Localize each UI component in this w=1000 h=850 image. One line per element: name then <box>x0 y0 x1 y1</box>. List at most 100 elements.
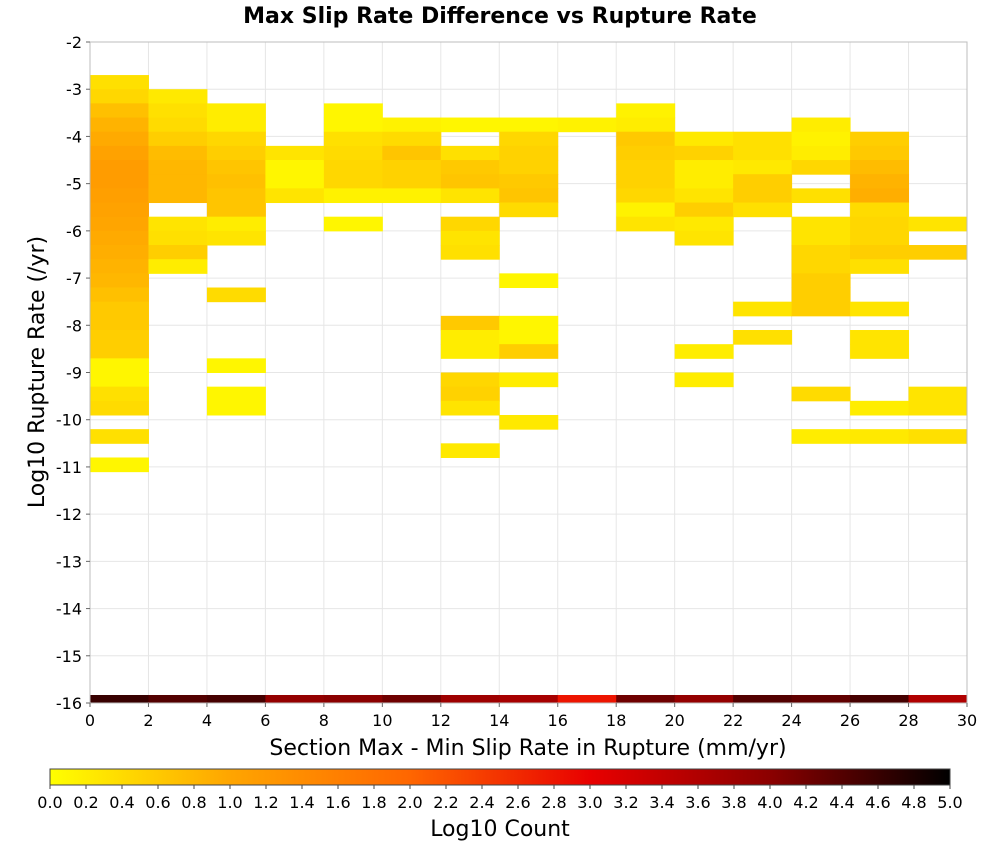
heatmap-cell <box>616 188 676 204</box>
heatmap-cell <box>148 117 208 133</box>
y-axis-label: Log10 Rupture Rate (/yr) <box>25 236 50 508</box>
colorbar-tick-label: 3.8 <box>721 793 746 812</box>
heatmap-cell <box>323 216 383 232</box>
heatmap-cell <box>148 174 208 189</box>
x-tick-label: 0 <box>85 711 95 730</box>
heatmap-cell <box>850 202 910 218</box>
heatmap-cell <box>908 245 968 260</box>
colorbar-tick-label: 0.6 <box>145 793 170 812</box>
heatmap-cell <box>206 160 266 175</box>
heatmap-cell <box>440 188 500 204</box>
heatmap-cell <box>850 245 910 260</box>
colorbar-tick-label: 4.8 <box>901 793 926 812</box>
heatmap-cell <box>148 131 208 147</box>
colorbar-tick-label: 3.2 <box>613 793 638 812</box>
heatmap-cell <box>791 216 851 232</box>
colorbar <box>49 768 951 786</box>
y-tick-label: -7 <box>66 269 82 288</box>
y-tick-label: -14 <box>56 600 82 619</box>
x-axis-ticks: 0 2 4 6 8 10 12 14 16 18 20 22 24 26 28 30 <box>85 703 977 730</box>
heatmap-cell <box>850 145 910 161</box>
heatmap-cell <box>206 400 266 416</box>
colorbar-tick-label: 1.2 <box>253 793 278 812</box>
heatmap-cell <box>440 160 500 175</box>
heatmap-cell <box>323 131 383 147</box>
heatmap-cell <box>674 344 734 359</box>
colorbar-tick-label: 3.0 <box>577 793 602 812</box>
bottom-row-cell <box>323 695 383 703</box>
heatmap-cell <box>90 216 149 232</box>
bottom-row-cell <box>616 695 676 703</box>
chart-title: Max Slip Rate Difference vs Rupture Rate <box>243 4 757 29</box>
heatmap-cell <box>206 216 266 232</box>
heatmap-cell <box>733 145 793 161</box>
heatmap-cell <box>440 117 500 133</box>
heatmap-cell <box>440 315 500 331</box>
colorbar-tick-label: 0.2 <box>73 793 98 812</box>
colorbar-tick-label: 0.0 <box>37 793 62 812</box>
heatmap-cell <box>90 174 149 189</box>
heatmap-cell <box>206 230 266 246</box>
heatmap-cell <box>206 202 266 218</box>
heatmap-cell <box>90 330 149 345</box>
heatmap-cell <box>206 174 266 189</box>
heatmap-cell <box>616 131 676 147</box>
heatmap-cell <box>616 216 676 232</box>
heatmap-cell <box>499 273 559 289</box>
x-tick-label: 22 <box>723 711 743 730</box>
x-tick-label: 16 <box>548 711 568 730</box>
colorbar-tick-label: 5.0 <box>937 793 962 812</box>
heatmap-cell <box>148 188 208 204</box>
heatmap-cell <box>90 89 149 104</box>
heatmap-cell <box>206 117 266 133</box>
heatmap-cell <box>616 160 676 175</box>
heatmap-cell <box>733 301 793 317</box>
y-tick-label: -10 <box>56 411 82 430</box>
heatmap-cell <box>791 259 851 274</box>
heatmap-cell <box>90 372 149 388</box>
bottom-row-cell <box>440 695 500 703</box>
heatmap-cell <box>850 174 910 189</box>
bottom-row-cell <box>674 695 734 703</box>
heatmap-cell <box>733 202 793 218</box>
heatmap-cell <box>90 287 149 303</box>
bottom-row-cell <box>206 695 266 703</box>
x-tick-label: 20 <box>664 711 684 730</box>
heatmap-cell <box>265 145 325 161</box>
x-tick-label: 8 <box>319 711 329 730</box>
x-tick-label: 30 <box>957 711 977 730</box>
heatmap-cell <box>90 245 149 260</box>
colorbar-tick-label: 0.8 <box>181 793 206 812</box>
heatmap-cell <box>908 386 968 402</box>
colorbar-tick-label: 3.6 <box>685 793 710 812</box>
y-tick-label: -2 <box>66 33 82 52</box>
heatmap-cell <box>90 188 149 204</box>
heatmap-cell <box>440 245 500 260</box>
heatmap-cell <box>850 330 910 345</box>
colorbar-tick-label: 2.0 <box>397 793 422 812</box>
colorbar-tick-label: 2.6 <box>505 793 530 812</box>
heatmap-cell <box>850 400 910 416</box>
heatmap-cell <box>791 160 851 175</box>
y-tick-label: -11 <box>56 458 82 477</box>
heatmap-cell <box>440 216 500 232</box>
heatmap-cell <box>206 287 266 303</box>
heatmap-cell <box>440 344 500 359</box>
heatmap-cell <box>616 117 676 133</box>
x-tick-label: 12 <box>431 711 451 730</box>
colorbar-tick-label: 1.6 <box>325 793 350 812</box>
heatmap-cell <box>850 301 910 317</box>
heatmap-cell <box>791 117 851 133</box>
heatmap-cell <box>148 216 208 232</box>
heatmap-cell <box>148 103 208 119</box>
heatmap-cell <box>440 230 500 246</box>
y-tick-label: -4 <box>66 127 82 146</box>
heatmap-cell <box>499 160 559 175</box>
colorbar-tick-label: 4.4 <box>829 793 854 812</box>
heatmap-cell <box>791 301 851 317</box>
heatmap-cell <box>850 188 910 204</box>
heatmap-cell <box>440 145 500 161</box>
colorbar-ticks: 0.0 0.2 0.4 0.6 0.8 1.0 1.2 1.4 1.6 1.8 2.0 2.2 2.4 2… <box>37 785 963 812</box>
bottom-row-cell <box>90 695 149 703</box>
heatmap-cell <box>440 372 500 388</box>
